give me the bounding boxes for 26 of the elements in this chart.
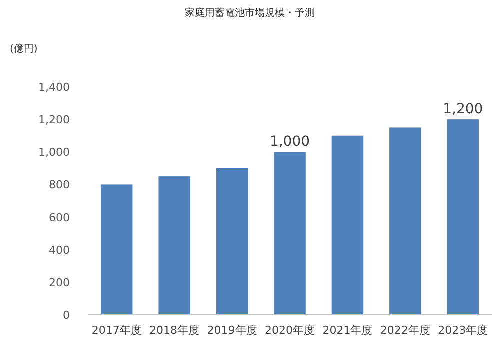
x-tick-label: 2023年度: [438, 324, 488, 337]
x-tick-label: 2017年度: [92, 324, 142, 337]
bar: [390, 128, 422, 315]
data-label: 1,200: [443, 102, 484, 118]
bar: [274, 152, 306, 315]
bar: [158, 176, 190, 315]
bar: [332, 136, 364, 315]
chart-title: 家庭用蓄電池市場規模・予測: [185, 7, 315, 19]
y-tick-label: 600: [49, 211, 70, 224]
x-tick-label: 2022年度: [380, 324, 430, 337]
y-tick-label: 1,400: [38, 81, 70, 94]
y-tick-label: 200: [49, 276, 70, 290]
bar: [447, 120, 480, 315]
x-tick-label: 2021年度: [322, 324, 373, 337]
y-tick-label: 1,200: [38, 114, 70, 127]
y-tick-label: 400: [49, 244, 70, 257]
x-tick-label: 2019年度: [207, 324, 258, 337]
x-tick-label: 2018年度: [150, 324, 200, 337]
data-label: 1,000: [270, 134, 310, 150]
bar: [100, 184, 133, 315]
y-tick-label: 0: [63, 309, 70, 322]
y-axis-title: (億円): [10, 43, 38, 55]
y-tick-label: 1,000: [38, 146, 70, 160]
bar: [216, 168, 248, 315]
x-tick-label: 2020年度: [265, 324, 315, 337]
y-tick-label: 800: [49, 178, 70, 192]
